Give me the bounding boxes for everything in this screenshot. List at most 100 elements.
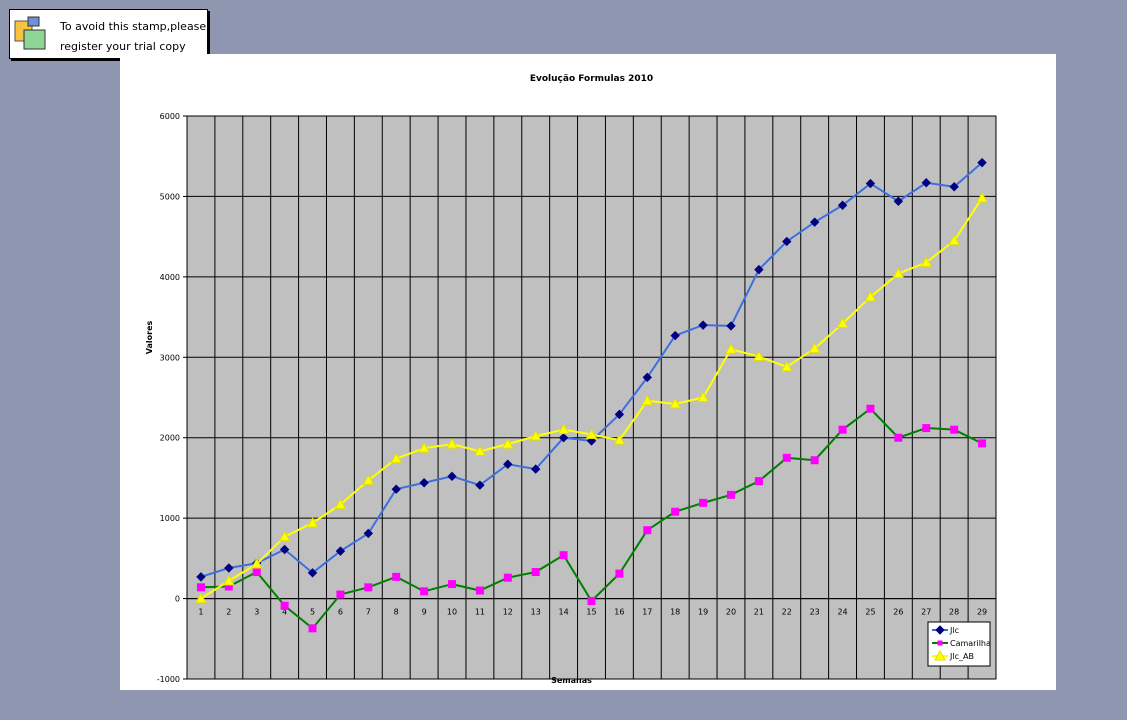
data-point-jlc [447, 471, 457, 482]
x-tick-label: 23 [810, 608, 820, 617]
series-camarilha [196, 404, 987, 633]
x-tick-label: 16 [614, 608, 624, 617]
data-point-jlc [419, 478, 429, 488]
x-tick-label: 3 [254, 608, 259, 617]
data-point-jlc [893, 196, 904, 206]
data-point-jlc [391, 484, 401, 494]
legend: Jlc Camarilha Jlc_AB [927, 621, 991, 667]
x-tick-label: 4 [282, 608, 287, 617]
data-point-jlc-ab [529, 430, 542, 441]
x-tick-label: 14 [559, 608, 569, 617]
data-point-jlc-ab [278, 530, 291, 542]
y-tick-label: 5000 [160, 192, 180, 201]
data-point-camarilha [196, 583, 205, 592]
chart-canvas: Evolução Formulas 2010 -1000 0 1000 2000 3000… [145, 74, 997, 685]
legend-label-jlc-ab: Jlc_AB [949, 652, 974, 661]
data-point-jlc-ab [864, 290, 877, 302]
data-point-jlc [698, 320, 708, 330]
data-point-jlc [530, 464, 541, 474]
x-tick-label: 28 [949, 608, 959, 617]
data-point-jlc [307, 568, 318, 578]
data-point-jlc-ab [474, 445, 486, 456]
trial-stamp: To avoid this stamp,please register your… [9, 9, 208, 59]
data-point-camarilha [224, 582, 233, 591]
data-point-camarilha [726, 490, 735, 499]
data-point-camarilha [475, 586, 484, 595]
data-point-camarilha [754, 477, 763, 486]
data-point-camarilha [503, 573, 512, 582]
x-tick-label: 22 [782, 608, 792, 617]
x-axis-label: Semanas [551, 676, 592, 685]
windows-stack-icon [14, 16, 46, 50]
x-tick-label: 19 [698, 608, 708, 617]
data-point-jlc-ab [613, 434, 626, 445]
y-tick-label: 0 [175, 595, 180, 604]
legend-label-jlc: Jlc [949, 626, 959, 635]
data-point-camarilha [336, 590, 345, 599]
data-point-jlc-ab [501, 438, 514, 449]
x-tick-label: 17 [642, 608, 652, 617]
data-point-camarilha [978, 439, 987, 448]
x-tick-label: 12 [503, 608, 513, 617]
data-point-jlc [837, 200, 848, 210]
legend-label-camarilha: Camarilha [950, 639, 991, 648]
series-jlc [196, 157, 987, 582]
data-point-camarilha [252, 568, 261, 577]
data-point-jlc-ab [697, 391, 709, 402]
data-point-jlc-ab [390, 452, 403, 464]
x-tick-label: 27 [921, 608, 931, 617]
y-tick-label: 3000 [160, 353, 180, 362]
data-point-camarilha [531, 568, 540, 577]
data-point-camarilha [782, 453, 791, 462]
x-tick-label: 29 [977, 608, 987, 617]
x-tick-label: 9 [422, 608, 427, 617]
data-point-jlc-ab [725, 343, 737, 354]
data-point-camarilha [280, 601, 289, 610]
data-point-jlc-ab [418, 442, 430, 453]
data-point-jlc-ab [641, 394, 654, 406]
data-point-jlc [782, 236, 792, 247]
data-point-camarilha [420, 587, 429, 596]
data-point-jlc-ab [306, 516, 319, 528]
plot-area [186, 115, 997, 680]
data-point-camarilha [587, 596, 596, 605]
x-tick-label: 10 [447, 608, 457, 617]
data-point-jlc-ab [557, 423, 570, 435]
x-tick-label: 20 [726, 608, 736, 617]
data-point-jlc [726, 321, 736, 331]
data-point-jlc [335, 546, 346, 556]
y-tick-label: -1000 [157, 675, 180, 684]
data-point-camarilha [699, 498, 708, 507]
data-point-jlc [475, 480, 485, 490]
data-point-jlc-ab [948, 234, 961, 246]
x-tick-label: 13 [531, 608, 541, 617]
x-tick-label: 24 [837, 608, 847, 617]
stamp-text-line-1: To avoid this stamp,please [60, 20, 207, 33]
data-point-camarilha [643, 526, 652, 535]
x-tick-label: 6 [338, 608, 343, 617]
data-point-jlc [670, 330, 680, 341]
data-point-camarilha [364, 583, 373, 592]
data-point-jlc-ab [836, 317, 849, 329]
data-point-camarilha [671, 507, 680, 516]
legend-marker-camarilha [937, 640, 943, 646]
data-point-jlc [754, 264, 764, 275]
data-point-camarilha [950, 425, 959, 434]
y-tick-label: 6000 [160, 112, 180, 121]
x-tick-label: 18 [670, 608, 680, 617]
data-point-jlc-ab [334, 498, 347, 509]
chart-title: Evolução Formulas 2010 [530, 74, 653, 84]
x-tick-label: 21 [754, 608, 764, 617]
data-point-camarilha [559, 551, 568, 560]
x-tick-label: 25 [865, 608, 875, 617]
data-point-jlc [642, 372, 653, 383]
data-point-jlc-ab [585, 428, 598, 439]
series-jlc-ab [195, 192, 988, 604]
stamp-text-line-2: register your trial copy [60, 40, 186, 53]
y-tick-label: 4000 [160, 273, 180, 282]
data-point-camarilha [810, 456, 819, 465]
data-point-camarilha [922, 424, 931, 433]
data-point-jlc-ab [892, 267, 905, 279]
data-point-jlc [614, 409, 625, 420]
data-point-jlc-ab [753, 350, 765, 361]
